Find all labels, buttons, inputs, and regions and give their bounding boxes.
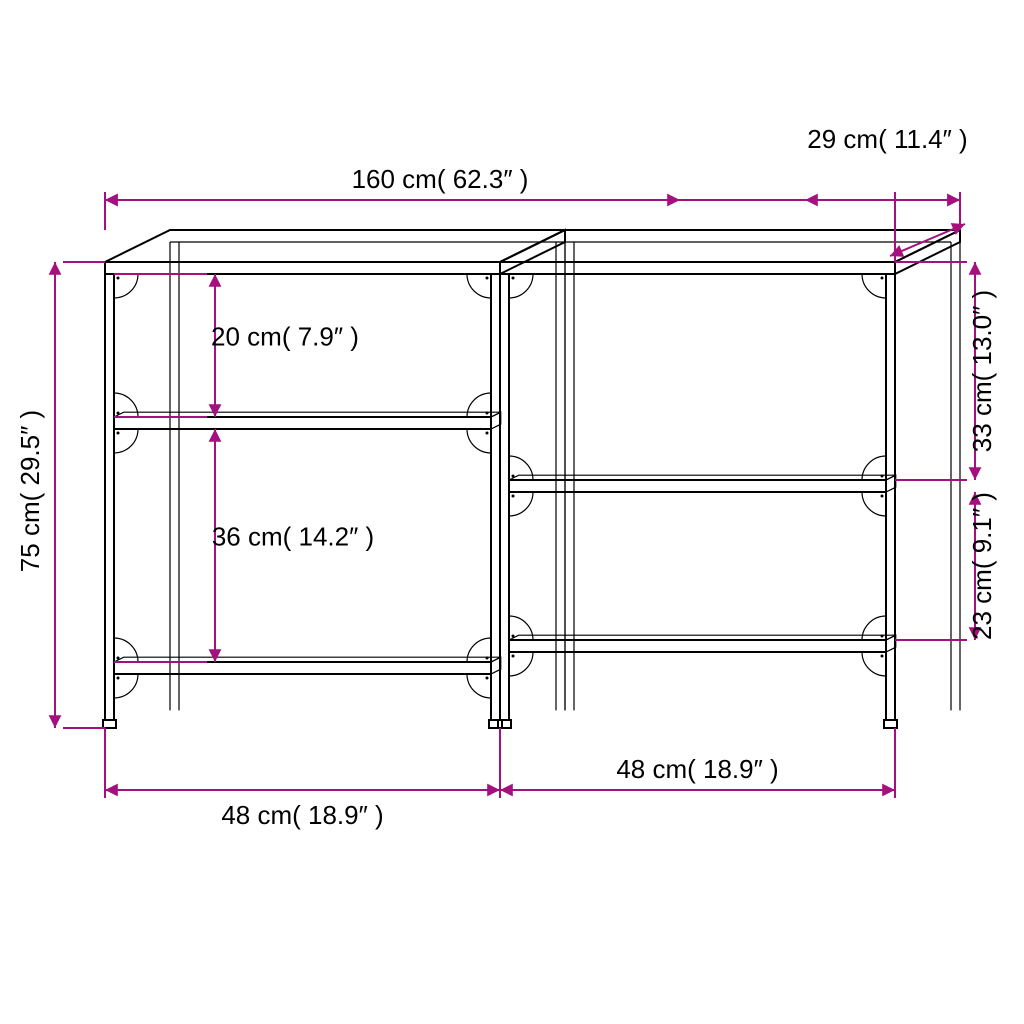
svg-text:23 cm( 9.1″ ): 23 cm( 9.1″ ) xyxy=(967,492,997,640)
shelf-unit-outline xyxy=(103,230,960,728)
svg-text:160 cm( 62.3″ ): 160 cm( 62.3″ ) xyxy=(352,164,529,194)
svg-text:33 cm( 13.0″ ): 33 cm( 13.0″ ) xyxy=(967,290,997,452)
svg-text:48 cm( 18.9″ ): 48 cm( 18.9″ ) xyxy=(221,800,383,830)
svg-text:75 cm( 29.5″ ): 75 cm( 29.5″ ) xyxy=(15,410,45,572)
svg-text:20 cm( 7.9″ ): 20 cm( 7.9″ ) xyxy=(211,322,359,352)
svg-text:36 cm( 14.2″ ): 36 cm( 14.2″ ) xyxy=(212,522,374,552)
furniture-dimension-diagram: 160 cm( 62.3″ ) 29 cm( 11.4″ ) 75 cm( 29.5… xyxy=(0,0,1024,1024)
svg-text:48 cm( 18.9″ ): 48 cm( 18.9″ ) xyxy=(616,754,778,784)
svg-text:29 cm( 11.4″ ): 29 cm( 11.4″ ) xyxy=(807,124,967,154)
